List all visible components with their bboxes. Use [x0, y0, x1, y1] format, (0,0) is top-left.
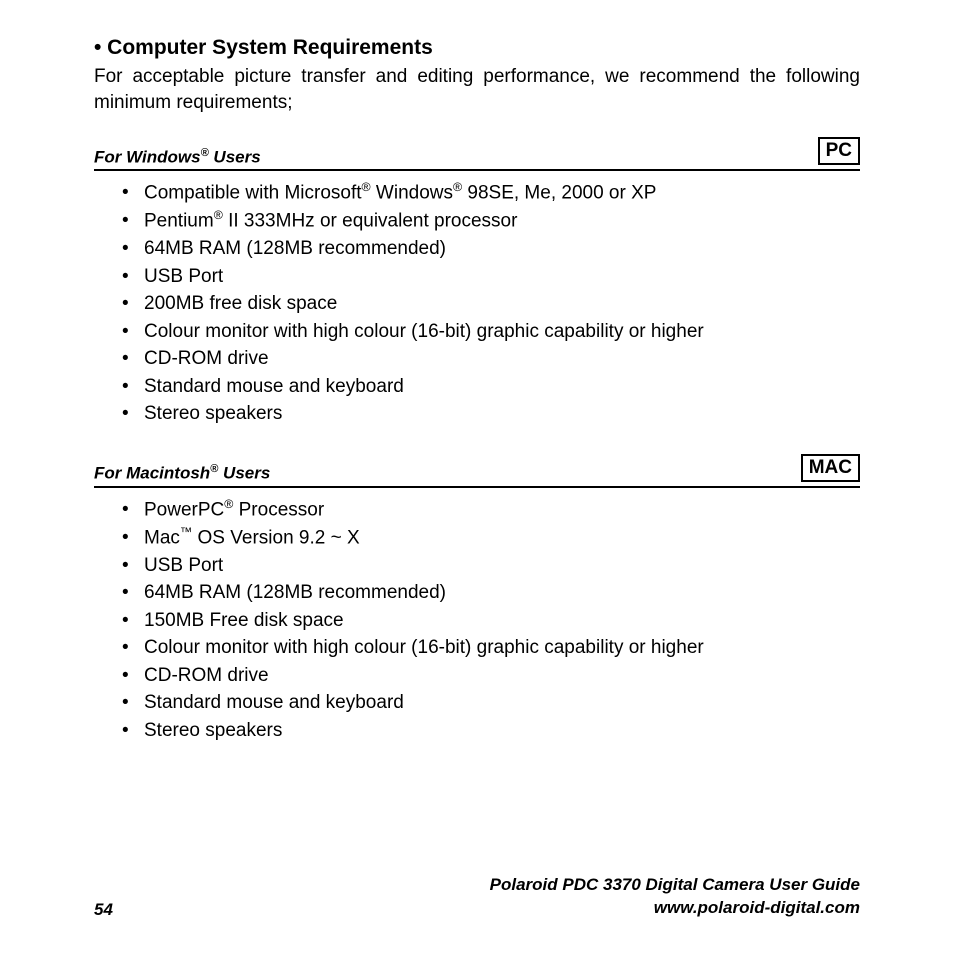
windows-header-row: For Windows® Users PC [94, 137, 860, 171]
page-number: 54 [94, 900, 113, 920]
list-item: CD-ROM drive [122, 662, 860, 690]
list-item: CD-ROM drive [122, 345, 860, 373]
windows-req-list: Compatible with Microsoft® Windows® 98SE… [122, 179, 860, 428]
list-item: 150MB Free disk space [122, 607, 860, 635]
mac-badge: MAC [801, 454, 860, 482]
list-item: 64MB RAM (128MB recommended) [122, 579, 860, 607]
windows-label: For Windows® Users [94, 147, 261, 168]
section-heading: • Computer System Requirements [94, 36, 860, 60]
list-item: PowerPC® Processor [122, 496, 860, 524]
mac-header-row: For Macintosh® Users MAC [94, 454, 860, 488]
footer-right: Polaroid PDC 3370 Digital Camera User Gu… [490, 874, 860, 920]
list-item: Stereo speakers [122, 717, 860, 745]
list-item: Standard mouse and keyboard [122, 689, 860, 717]
footer-url: www.polaroid-digital.com [490, 897, 860, 920]
list-item: 64MB RAM (128MB recommended) [122, 235, 860, 263]
list-item: Stereo speakers [122, 400, 860, 428]
footer-title: Polaroid PDC 3370 Digital Camera User Gu… [490, 874, 860, 897]
pc-badge: PC [818, 137, 860, 165]
list-item: Mac™ OS Version 9.2 ~ X [122, 524, 860, 552]
list-item: Standard mouse and keyboard [122, 373, 860, 401]
list-item: USB Port [122, 552, 860, 580]
page-footer: 54 Polaroid PDC 3370 Digital Camera User… [94, 874, 860, 920]
intro-text: For acceptable picture transfer and edit… [94, 64, 860, 115]
list-item: Colour monitor with high colour (16-bit)… [122, 318, 860, 346]
list-item: Colour monitor with high colour (16-bit)… [122, 634, 860, 662]
list-item: Compatible with Microsoft® Windows® 98SE… [122, 179, 860, 207]
list-item: Pentium® II 333MHz or equivalent process… [122, 207, 860, 235]
list-item: USB Port [122, 263, 860, 291]
mac-req-list: PowerPC® ProcessorMac™ OS Version 9.2 ~ … [122, 496, 860, 745]
mac-label: For Macintosh® Users [94, 463, 270, 484]
list-item: 200MB free disk space [122, 290, 860, 318]
